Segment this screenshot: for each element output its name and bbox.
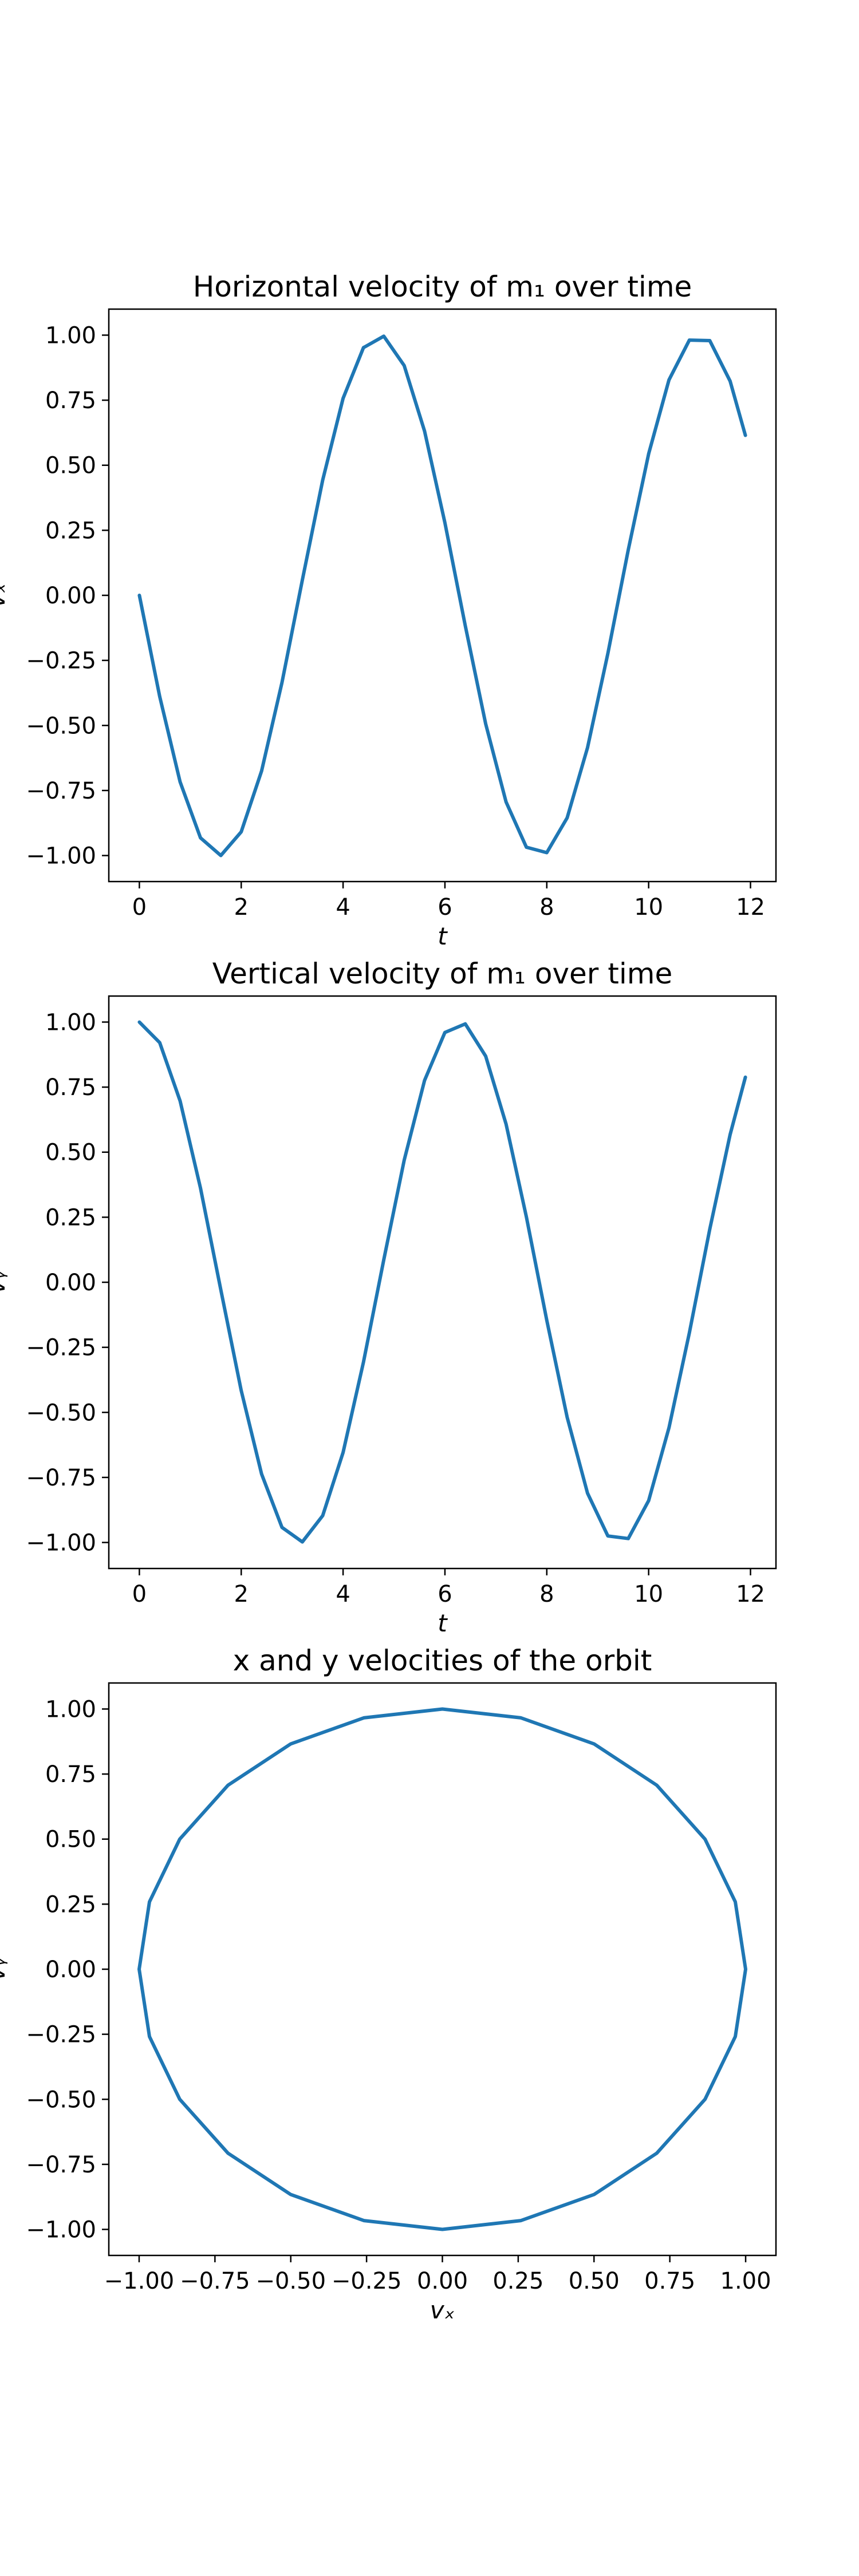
y-tick-label: 0.50 — [45, 1140, 96, 1166]
x-tick-label: 2 — [234, 894, 248, 920]
x-tick-label: 8 — [539, 894, 554, 920]
y-tick-label: 0.00 — [45, 1957, 96, 1983]
x-tick-label: 0.25 — [492, 2268, 543, 2294]
chart-title: Vertical velocity of m₁ over time — [212, 957, 672, 990]
series-line — [137, 1707, 747, 2231]
y-tick-label: 0.75 — [45, 388, 96, 414]
x-axis-label: vₓ — [430, 2296, 455, 2324]
x-tick-label: −0.50 — [255, 2268, 326, 2294]
y-axis-label: vₓ — [0, 583, 10, 608]
x-axis-label: t — [438, 1609, 448, 1637]
x-tick-label: 8 — [539, 1581, 554, 1607]
chart-3: x and y velocities of the orbit−1.00 −0.7… — [0, 1644, 777, 2324]
y-tick-label: −0.75 — [26, 778, 96, 804]
chart-title: x and y velocities of the orbit — [233, 1644, 652, 1677]
y-tick-label: −0.50 — [26, 1400, 96, 1426]
y-tick-label: 0.00 — [45, 583, 96, 609]
y-tick-label: −0.25 — [26, 1335, 96, 1361]
x-tick-label: 0 — [132, 894, 147, 920]
y-axis-label: vᵧ — [0, 1957, 10, 1981]
x-axis-label: t — [438, 922, 448, 950]
y-tick-label: 1.00 — [45, 322, 96, 349]
series-line — [137, 1020, 747, 1544]
x-tick-label: 0.00 — [417, 2268, 468, 2294]
y-tick-label: 1.00 — [45, 1696, 96, 1722]
y-tick-label: −0.75 — [26, 1465, 96, 1491]
y-tick-label: 0.75 — [45, 1761, 96, 1788]
x-tick-label: −0.75 — [180, 2268, 250, 2294]
y-axis-label: vᵧ — [0, 1270, 10, 1294]
series-line — [137, 334, 747, 858]
chart-title: Horizontal velocity of m₁ over time — [193, 270, 692, 303]
x-tick-label: 12 — [736, 894, 765, 920]
y-tick-label: 1.00 — [45, 1009, 96, 1036]
y-tick-label: 0.50 — [45, 453, 96, 479]
x-tick-label: −1.00 — [104, 2268, 175, 2294]
y-tick-label: 0.00 — [45, 1270, 96, 1296]
chart-1: Horizontal velocity of m₁ over time 0 2 4 6 8… — [0, 270, 777, 950]
x-tick-label: 0.75 — [644, 2268, 695, 2294]
axes-frame — [108, 1682, 777, 2257]
axes-frame — [108, 995, 777, 1570]
x-tick-label: 6 — [438, 894, 452, 920]
x-tick-label: 0 — [132, 1581, 147, 1607]
y-tick-label: 0.50 — [45, 1827, 96, 1853]
y-tick-label: −0.75 — [26, 2152, 96, 2178]
y-tick-label: −1.00 — [26, 2217, 96, 2243]
y-tick-label: 0.75 — [45, 1074, 96, 1101]
x-tick-label: 0.50 — [569, 2268, 620, 2294]
y-tick-label: 0.25 — [45, 1204, 96, 1231]
x-tick-label: 1.00 — [720, 2268, 771, 2294]
x-tick-label: 10 — [634, 1581, 663, 1607]
x-tick-label: 4 — [336, 1581, 350, 1607]
x-tick-label: 12 — [736, 1581, 765, 1607]
chart-2: Vertical velocity of m₁ over time 0 2 4 6 8 10… — [0, 957, 777, 1637]
y-tick-label: 0.25 — [45, 1891, 96, 1918]
y-tick-label: −0.50 — [26, 2087, 96, 2113]
x-tick-label: 6 — [438, 1581, 452, 1607]
x-tick-label: 4 — [336, 894, 350, 920]
y-tick-label: −1.00 — [26, 1530, 96, 1556]
x-tick-label: 2 — [234, 1581, 248, 1607]
y-tick-label: −0.25 — [26, 2022, 96, 2048]
x-tick-label: −0.25 — [332, 2268, 402, 2294]
x-tick-label: 10 — [634, 894, 663, 920]
y-tick-label: −0.25 — [26, 648, 96, 674]
y-tick-label: −1.00 — [26, 843, 96, 870]
axes-frame — [108, 308, 777, 883]
y-tick-label: −0.50 — [26, 713, 96, 739]
y-tick-label: 0.25 — [45, 517, 96, 544]
